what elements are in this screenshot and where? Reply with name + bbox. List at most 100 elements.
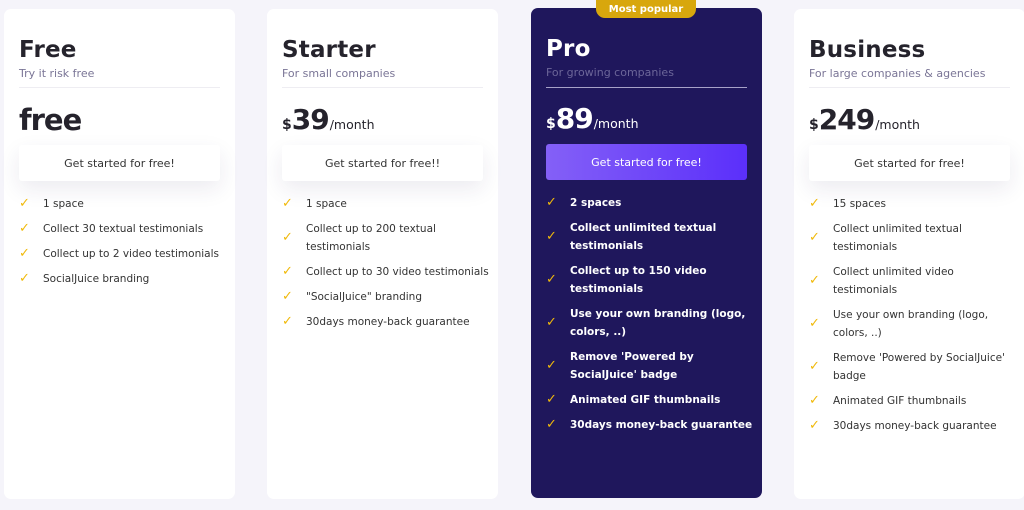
feature-text: Collect unlimited video testimonials (833, 266, 954, 296)
check-icon: ✓ (282, 230, 293, 245)
feature-text: 2 spaces (570, 197, 622, 209)
feature-item: ✓ 2 spaces (546, 194, 754, 212)
price-period: /month (875, 117, 920, 132)
feature-item: ✓ Use your own branding (logo, colors, ..… (546, 305, 754, 341)
price-amount: free (19, 103, 82, 137)
plan-subtitle: For large companies & agencies (809, 67, 986, 80)
check-icon: ✓ (282, 196, 293, 211)
feature-item: ✓ Collect up to 30 video testimonials (282, 263, 490, 281)
feature-text: Collect up to 200 textual testimonials (306, 223, 436, 253)
get-started-button[interactable]: Get started for free!! (282, 145, 483, 181)
feature-item: ✓ Remove 'Powered by SocialJuice' badge (546, 348, 754, 384)
check-icon: ✓ (546, 417, 557, 432)
feature-text: Collect 30 textual testimonials (43, 223, 204, 235)
feature-text: 1 space (306, 198, 347, 210)
feature-item: ✓ 30days money-back guarantee (809, 417, 1017, 435)
feature-item: ✓ Animated GIF thumbnails (546, 391, 754, 409)
plan-price: $39/month (282, 103, 375, 136)
get-started-button[interactable]: Get started for free! (809, 145, 1010, 181)
check-icon: ✓ (809, 316, 820, 331)
check-icon: ✓ (546, 315, 557, 330)
feature-item: ✓ "SocialJuice" branding (282, 288, 490, 306)
feature-text: SocialJuice branding (43, 273, 150, 285)
feature-text: Remove 'Powered by SocialJuice' badge (570, 351, 694, 381)
feature-item: ✓ 1 space (282, 195, 490, 213)
check-icon: ✓ (546, 229, 557, 244)
feature-item: ✓ Remove 'Powered by SocialJuice' badge (809, 349, 1017, 385)
plan-subtitle: For small companies (282, 67, 396, 80)
feature-text: "SocialJuice" branding (306, 291, 423, 303)
plan-subtitle: Try it risk free (19, 67, 95, 80)
check-icon: ✓ (809, 359, 820, 374)
divider (19, 87, 220, 88)
plan-price: free (19, 103, 82, 137)
feature-item: ✓ Collect up to 150 video testimonials (546, 262, 754, 298)
feature-text: 30days money-back guarantee (570, 419, 753, 431)
plan-card-business: Business For large companies & agencies … (794, 9, 1024, 499)
feature-text: Collect up to 2 video testimonials (43, 248, 219, 260)
check-icon: ✓ (282, 314, 293, 329)
check-icon: ✓ (546, 272, 557, 287)
feature-item: ✓ Use your own branding (logo, colors, ..… (809, 306, 1017, 342)
plan-name: Pro (546, 36, 591, 62)
currency: $ (546, 116, 556, 132)
feature-text: Collect unlimited textual testimonials (833, 223, 962, 253)
check-icon: ✓ (19, 246, 30, 261)
check-icon: ✓ (809, 230, 820, 245)
plan-price: $89/month (546, 102, 639, 135)
currency: $ (282, 117, 292, 133)
feature-list: ✓ 1 space ✓ Collect up to 200 textual testi… (282, 195, 490, 338)
currency: $ (809, 117, 819, 133)
plan-subtitle: For growing companies (546, 66, 674, 79)
price-amount: 39 (291, 103, 330, 136)
feature-text: Use your own branding (logo, colors, ..) (833, 309, 989, 339)
feature-item: ✓ 15 spaces (809, 195, 1017, 213)
plan-name: Business (809, 37, 926, 63)
check-icon: ✓ (546, 358, 557, 373)
check-icon: ✓ (282, 289, 293, 304)
feature-text: 15 spaces (833, 198, 886, 210)
feature-text: Collect unlimited textual testimonials (570, 222, 717, 252)
check-icon: ✓ (809, 393, 820, 408)
check-icon: ✓ (19, 221, 30, 236)
feature-item: ✓ Collect up to 200 textual testimonials (282, 220, 490, 256)
feature-text: 1 space (43, 198, 84, 210)
feature-text: Collect up to 30 video testimonials (306, 266, 489, 278)
price-amount: 89 (555, 102, 594, 135)
feature-item: ✓ 1 space (19, 195, 227, 213)
feature-text: Animated GIF thumbnails (570, 394, 721, 406)
feature-item: ✓ Collect unlimited video testimonials (809, 263, 1017, 299)
feature-item: ✓ 30days money-back guarantee (546, 416, 754, 434)
feature-item: ✓ SocialJuice branding (19, 270, 227, 288)
feature-text: Collect up to 150 video testimonials (570, 265, 707, 295)
plan-name: Starter (282, 37, 376, 63)
feature-text: 30days money-back guarantee (833, 420, 997, 432)
get-started-button[interactable]: Get started for free! (546, 144, 747, 180)
check-icon: ✓ (809, 418, 820, 433)
feature-item: ✓ Animated GIF thumbnails (809, 392, 1017, 410)
check-icon: ✓ (546, 195, 557, 210)
check-icon: ✓ (19, 271, 30, 286)
divider (282, 87, 483, 88)
feature-list: ✓ 15 spaces ✓ Collect unlimited textual tes… (809, 195, 1017, 442)
get-started-button[interactable]: Get started for free! (19, 145, 220, 181)
feature-text: Animated GIF thumbnails (833, 395, 967, 407)
feature-item: ✓ Collect up to 2 video testimonials (19, 245, 227, 263)
price-period: /month (329, 117, 375, 132)
price-amount: 249 (818, 103, 875, 136)
plan-card-pro: Pro For growing companies $89/month Get … (531, 8, 762, 498)
check-icon: ✓ (809, 273, 820, 288)
feature-text: 30days money-back guarantee (306, 316, 470, 328)
plan-card-free: Free Try it risk free free Get started f… (4, 9, 235, 499)
plan-name: Free (19, 37, 77, 63)
check-icon: ✓ (546, 392, 557, 407)
feature-list: ✓ 1 space ✓ Collect 30 textual testimonials… (19, 195, 227, 295)
divider (546, 87, 747, 88)
feature-list: ✓ 2 spaces ✓ Collect unlimited textual test… (546, 194, 754, 441)
divider (809, 87, 1010, 88)
feature-text: Use your own branding (logo, colors, ..) (570, 308, 746, 338)
feature-item: ✓ Collect unlimited textual testimonials (546, 219, 754, 255)
price-period: /month (593, 116, 639, 131)
plan-card-starter: Starter For small companies $39/month Ge… (267, 9, 498, 499)
plan-price: $249/month (809, 103, 920, 136)
